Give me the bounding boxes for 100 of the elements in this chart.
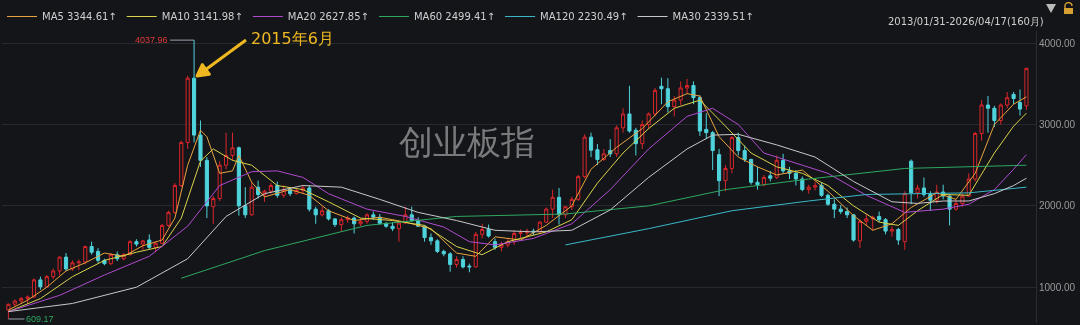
candlestick <box>614 124 619 158</box>
candlestick <box>717 148 722 197</box>
candlestick <box>985 95 991 134</box>
annotation: 2015年6月 <box>251 29 334 48</box>
candlestick <box>921 176 927 198</box>
candlestick <box>19 296 24 305</box>
legend-label: MA60 2499.41↑ <box>413 11 496 23</box>
annotation: 4037.96 <box>135 35 168 45</box>
candlestick <box>1011 91 1016 105</box>
candlestick <box>556 187 562 226</box>
candlestick <box>6 302 11 320</box>
candlestick <box>857 219 862 249</box>
text: 创业板指 <box>399 121 536 162</box>
candlestick <box>249 181 254 217</box>
candlestick <box>889 225 895 238</box>
candlestick <box>1024 67 1029 111</box>
candlestick <box>230 132 235 161</box>
candlestick <box>224 132 229 170</box>
candlestick <box>89 241 94 256</box>
candlestick <box>685 78 690 95</box>
candlestick <box>691 80 696 105</box>
candlestick <box>486 224 491 239</box>
legend-label: MA30 2339.51↑ <box>672 11 754 23</box>
candlestick <box>813 181 818 191</box>
candlestick <box>864 213 869 226</box>
candlestick <box>838 204 843 215</box>
candlestick <box>51 268 56 280</box>
candlestick <box>851 213 856 243</box>
legend-label: MA5 3344.61↑ <box>42 11 117 23</box>
candlestick <box>326 208 331 222</box>
candlestick <box>480 223 485 239</box>
candlestick <box>845 207 850 219</box>
candlestick <box>627 85 632 134</box>
candlestick <box>57 255 62 276</box>
legend-label: MA10 3141.98↑ <box>161 11 243 23</box>
candlestick <box>665 77 670 113</box>
candlestick <box>544 207 549 224</box>
candlestick <box>12 298 17 308</box>
candlestick <box>38 276 43 291</box>
candlestick <box>339 216 344 233</box>
candlestick <box>768 170 773 182</box>
candlestick <box>979 99 984 142</box>
candlestick <box>396 221 402 243</box>
candlestick <box>896 227 901 246</box>
candlestick <box>134 238 139 248</box>
candlestick <box>672 95 677 117</box>
line-series <box>180 164 1027 279</box>
candlestick <box>179 140 184 188</box>
candlestick <box>1005 91 1010 109</box>
candlestick <box>588 132 594 158</box>
y-tick-label: 1000.00 <box>1039 281 1076 293</box>
candlestick <box>582 133 587 179</box>
candlestick <box>441 249 446 257</box>
candlestick <box>992 105 997 128</box>
legend-label: MA20 2627.85↑ <box>287 11 369 23</box>
candlestick <box>140 239 145 251</box>
candlestick <box>63 252 69 272</box>
candlestick <box>550 189 555 219</box>
candlestick <box>236 146 241 217</box>
y-tick-label: 3000.00 <box>1039 119 1076 131</box>
candlestick <box>243 186 248 219</box>
candlestick <box>659 77 664 105</box>
candlestick <box>192 39 197 143</box>
candlestick <box>358 217 363 227</box>
candlestick <box>652 87 658 117</box>
candlestick <box>166 210 171 228</box>
text: 2013/01/31-2026/04/17(160月) <box>888 16 1044 27</box>
candlestick <box>198 119 203 168</box>
candlestick <box>83 245 88 265</box>
candlestick <box>172 182 177 215</box>
legend-label: MA120 2230.49↑ <box>540 11 628 23</box>
candlestick <box>710 130 715 171</box>
candlestick <box>313 206 318 225</box>
candlestick <box>761 174 766 187</box>
candlestick <box>909 159 914 205</box>
candlestick <box>467 263 472 273</box>
candlestick <box>204 156 209 219</box>
candlestick <box>595 143 600 166</box>
candlestick <box>185 75 190 150</box>
y-tick-label: 2000.00 <box>1039 200 1076 212</box>
candlestick <box>832 198 837 219</box>
candlestick <box>25 294 30 304</box>
candlestick <box>729 135 734 174</box>
candlestick <box>320 206 325 217</box>
candlestick <box>454 255 459 269</box>
candlestick <box>76 259 81 271</box>
candlestick <box>877 211 882 223</box>
candlestick <box>973 131 978 182</box>
candlestick <box>390 221 395 232</box>
candlestick <box>620 107 626 134</box>
candlestick <box>435 238 440 254</box>
annotation: 609.17 <box>26 314 54 324</box>
candlestick <box>371 211 376 221</box>
candlestick <box>749 158 754 186</box>
candlestick <box>723 164 728 192</box>
candlestick <box>153 241 158 253</box>
candlestick <box>793 169 798 187</box>
candlestick <box>332 217 337 228</box>
candlestick <box>678 80 683 106</box>
candlestick <box>448 251 453 273</box>
